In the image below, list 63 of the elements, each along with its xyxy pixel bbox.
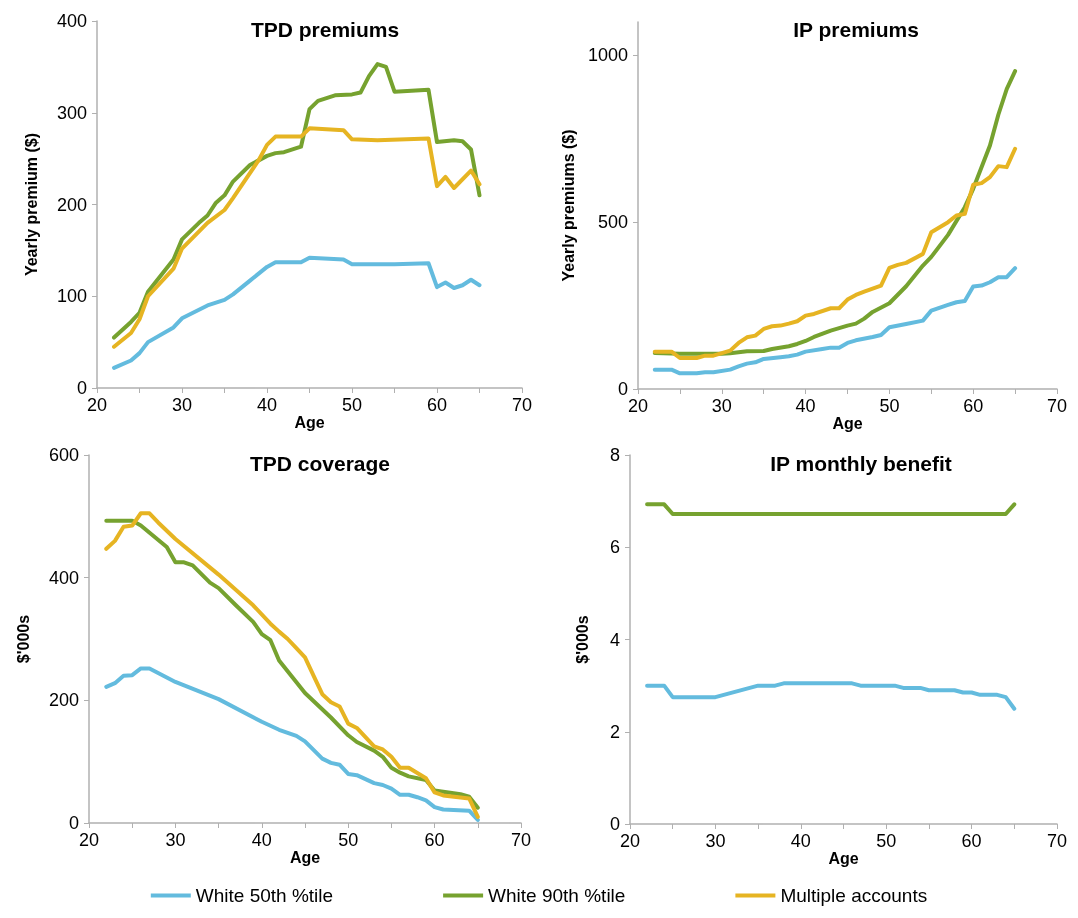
legend-label: Multiple accounts bbox=[780, 885, 928, 906]
line-series bbox=[652, 146, 1018, 360]
x-tick-label: 50 bbox=[879, 396, 900, 416]
y-tick-label: 200 bbox=[56, 194, 87, 215]
y-tick-label: 0 bbox=[68, 813, 79, 833]
x-tick-label: 40 bbox=[256, 395, 278, 415]
x-axis-title: Age bbox=[828, 850, 859, 868]
x-tick-label: 70 bbox=[511, 395, 533, 415]
x-tick-label: 60 bbox=[426, 395, 448, 415]
y-axis-title: Yearly premium ($) bbox=[22, 132, 40, 277]
x-tick-label: 30 bbox=[705, 831, 726, 851]
line-series bbox=[645, 681, 1017, 711]
x-tick-label: 60 bbox=[963, 396, 984, 416]
x-tick-label: 40 bbox=[790, 831, 811, 851]
x-tick-label: 30 bbox=[171, 395, 193, 415]
y-tick-label: 2 bbox=[609, 721, 620, 742]
y-tick-label: 100 bbox=[56, 286, 87, 307]
line-series bbox=[104, 666, 480, 822]
y-tick-label: 6 bbox=[609, 537, 620, 558]
y-tick-label: 0 bbox=[617, 379, 628, 399]
x-tick-label: 40 bbox=[251, 830, 272, 850]
chart-title: IP monthly benefit bbox=[770, 452, 952, 475]
x-tick-label: 70 bbox=[510, 830, 532, 850]
x-axis-title: Age bbox=[832, 415, 863, 433]
y-axis-title: $'000s bbox=[573, 615, 591, 664]
y-tick-label: 500 bbox=[597, 212, 628, 233]
x-tick-label: 70 bbox=[1046, 396, 1067, 416]
x-tick-label: 70 bbox=[1046, 831, 1067, 851]
line-series bbox=[112, 255, 482, 370]
x-tick-label: 30 bbox=[711, 396, 732, 416]
line-series bbox=[652, 266, 1018, 376]
y-axis-title: $'000s bbox=[14, 614, 32, 664]
x-tick-label: 20 bbox=[86, 395, 108, 415]
y-tick-label: 400 bbox=[56, 11, 87, 31]
legend-label: White 90th %tile bbox=[488, 885, 626, 906]
y-tick-label: 8 bbox=[609, 445, 620, 465]
y-tick-label: 0 bbox=[76, 378, 87, 398]
y-tick-label: 400 bbox=[48, 567, 79, 588]
y-tick-label: 4 bbox=[609, 629, 620, 650]
x-tick-label: 50 bbox=[876, 831, 897, 851]
x-axis-title: Age bbox=[294, 414, 325, 432]
line-series bbox=[112, 62, 482, 340]
x-tick-label: 50 bbox=[338, 830, 359, 850]
x-tick-label: 40 bbox=[795, 396, 816, 416]
x-tick-label: 20 bbox=[78, 830, 100, 850]
x-tick-label: 20 bbox=[627, 396, 649, 416]
y-tick-label: 0 bbox=[609, 814, 620, 834]
x-tick-label: 60 bbox=[961, 831, 982, 851]
chart-title: IP premiums bbox=[793, 18, 919, 41]
x-tick-label: 20 bbox=[619, 831, 641, 851]
line-series bbox=[112, 126, 482, 349]
y-tick-label: 600 bbox=[48, 445, 79, 465]
legend-label: White 50th %tile bbox=[195, 885, 334, 906]
y-tick-label: 1000 bbox=[587, 45, 628, 66]
y-tick-label: 200 bbox=[48, 690, 79, 711]
x-tick-label: 30 bbox=[165, 830, 186, 850]
x-tick-label: 60 bbox=[424, 830, 445, 850]
y-tick-label: 300 bbox=[56, 102, 87, 123]
y-axis-title: Yearly premiums ($) bbox=[559, 129, 577, 282]
chart-title: TPD premiums bbox=[250, 18, 400, 41]
x-tick-label: 50 bbox=[341, 395, 363, 415]
x-axis-title: Age bbox=[289, 849, 321, 867]
chart-title: TPD coverage bbox=[249, 452, 391, 475]
